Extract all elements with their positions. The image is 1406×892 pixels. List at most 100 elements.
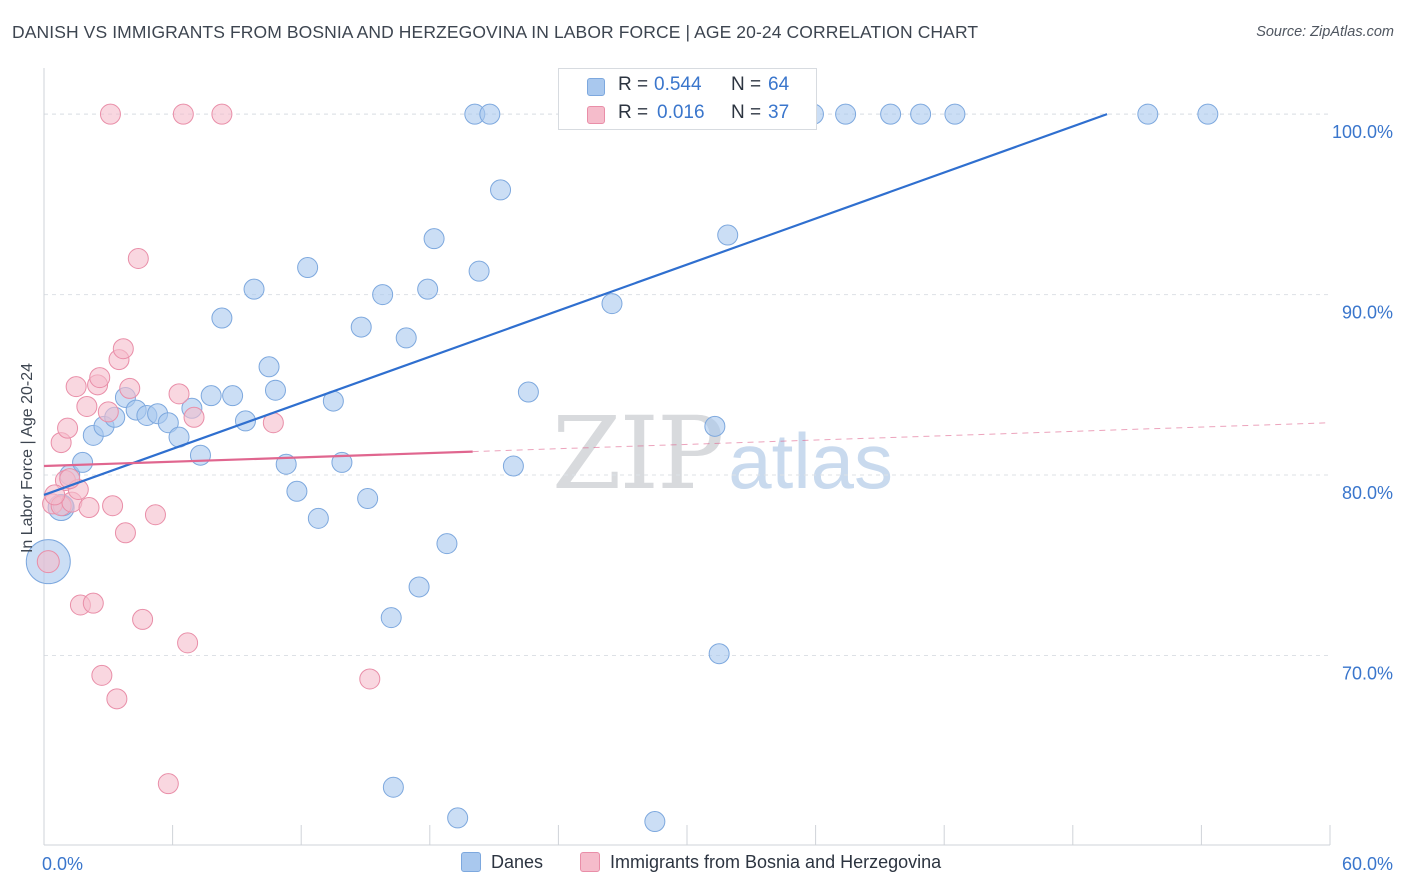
bosnia-point [177, 632, 199, 654]
danes-point [517, 381, 539, 403]
r-label: R = [618, 74, 649, 95]
stats-row-bosnia: R = 0.016 N = 37 [559, 100, 816, 128]
bosnia-point [78, 497, 100, 519]
bosnia-r-value: 0.016 [657, 102, 705, 123]
danes-point [1197, 103, 1219, 125]
legend-item-bosnia[interactable]: Immigrants from Bosnia and Herzegovina [580, 852, 941, 873]
danes-point [502, 455, 524, 477]
bosnia-point [211, 103, 233, 125]
danes-point [880, 103, 902, 125]
y-tick-label: 80.0% [1342, 483, 1393, 503]
bosnia-point [65, 376, 87, 398]
legend-label-danes: Danes [491, 852, 544, 872]
danes-point [357, 488, 379, 510]
danes-point [835, 103, 857, 125]
danes-point [944, 103, 966, 125]
y-tick-label: 100.0% [1332, 122, 1393, 142]
danes-point [222, 385, 244, 407]
danes-point [395, 327, 417, 349]
danes-swatch [587, 78, 605, 96]
bosnia-point [57, 417, 79, 439]
bosnia-point [157, 773, 179, 795]
danes-point [297, 257, 319, 279]
danes-point [286, 480, 308, 502]
danes-point [417, 278, 439, 300]
legend-item-danes[interactable]: Danes [461, 852, 543, 873]
danes-point [1137, 103, 1159, 125]
bosnia-point [106, 688, 128, 710]
bosnia-point [183, 406, 205, 428]
y-axis-title: In Labor Force | Age 20-24 [19, 362, 36, 554]
bosnia-n-value: 37 [768, 102, 790, 123]
stats-row-danes: R = 0.544 N = 64 [559, 72, 816, 100]
bosnia-point [97, 401, 119, 423]
r-label: R = [618, 102, 649, 123]
danes-point [468, 260, 490, 282]
danes-point [189, 444, 211, 466]
bosnia-trend-extension [472, 422, 1331, 453]
danes-point [490, 179, 512, 201]
bosnia-point [114, 522, 136, 544]
watermark: ZIPatlas [552, 395, 893, 512]
danes-point [380, 607, 402, 629]
bosnia-point [99, 103, 121, 125]
danes-point [72, 451, 94, 473]
bosnia-legend-swatch [580, 852, 600, 872]
bosnia-trend-line [43, 450, 473, 468]
bosnia-point [127, 248, 149, 270]
bosnia-point [102, 495, 124, 517]
y-tick-label: 70.0% [1342, 664, 1393, 684]
danes-point [234, 410, 256, 432]
legend-label-bosnia: Immigrants from Bosnia and Herzegovina [610, 852, 942, 872]
chart-title: DANISH VS IMMIGRANTS FROM BOSNIA AND HER… [12, 22, 979, 42]
n-label: N = [731, 74, 762, 95]
danes-point [704, 415, 726, 437]
source-label: Source: ZipAtlas.com [1256, 24, 1394, 40]
bosnia-point [112, 338, 134, 360]
danes-point [372, 284, 394, 306]
danes-n-value: 64 [768, 74, 790, 95]
bosnia-point [36, 550, 60, 574]
series-legend: Danes Immigrants from Bosnia and Herzego… [0, 850, 1406, 880]
danes-point [708, 643, 730, 665]
bosnia-point [359, 668, 381, 690]
bosnia-point [119, 377, 141, 399]
danes-point [436, 533, 458, 555]
bosnia-point [82, 592, 104, 614]
danes-point [601, 293, 623, 315]
bosnia-point [168, 383, 190, 405]
danes-point [264, 379, 286, 401]
danes-point [423, 228, 445, 250]
x-tick-label: 0.0% [42, 854, 83, 874]
bosnia-swatch [587, 106, 605, 124]
watermark-zip: ZIP [552, 395, 724, 512]
danes-point [157, 412, 179, 434]
y-tick-label: 90.0% [1342, 303, 1393, 323]
stats-legend: R = 0.544 N = 64 R = 0.016 N = 37 [558, 68, 817, 130]
danes-point [910, 103, 932, 125]
bosnia-point [76, 395, 98, 417]
danes-point [382, 776, 404, 798]
bosnia-point [144, 504, 166, 526]
danes-point [408, 576, 430, 598]
danes-trend-line [43, 113, 1108, 496]
danes-legend-swatch [461, 852, 481, 872]
danes-point [447, 807, 469, 829]
danes-point [258, 356, 280, 378]
danes-point [200, 385, 222, 407]
bosnia-point [172, 103, 194, 125]
watermark-atlas: atlas [728, 417, 894, 505]
danes-point [243, 278, 265, 300]
n-label: N = [731, 102, 762, 123]
danes-point [211, 307, 233, 329]
x-tick-label: 60.0% [1342, 854, 1393, 874]
bosnia-point [89, 367, 111, 389]
danes-r-value: 0.544 [654, 74, 702, 95]
danes-point [479, 103, 501, 125]
bosnia-point [132, 608, 154, 630]
danes-point [331, 451, 353, 473]
danes-point [644, 811, 666, 833]
danes-point [275, 453, 297, 475]
bosnia-point [91, 664, 113, 686]
